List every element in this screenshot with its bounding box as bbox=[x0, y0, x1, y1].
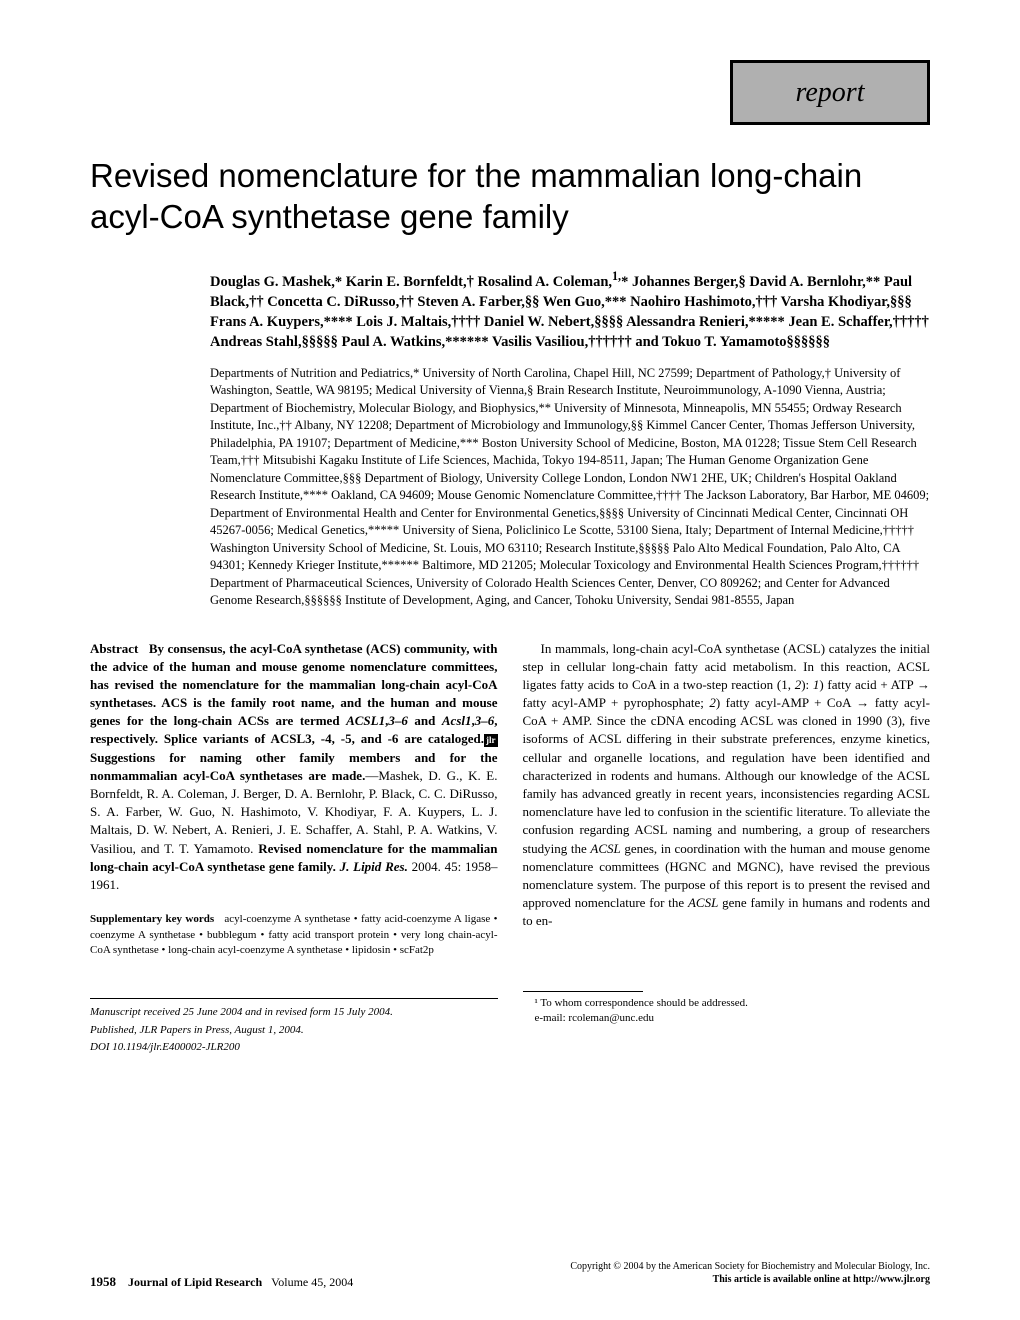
keywords-label: Supplementary key words bbox=[90, 913, 214, 925]
footer-citation: 1958 Journal of Lipid Research Volume 45… bbox=[90, 1274, 353, 1290]
introduction-text: In mammals, long-chain acyl-CoA syntheta… bbox=[523, 640, 931, 931]
manuscript-received: Manuscript received 25 June 2004 and in … bbox=[90, 1005, 498, 1020]
manuscript-info: Manuscript received 25 June 2004 and in … bbox=[90, 998, 498, 1055]
page-footer: Copyright © 2004 by the American Society… bbox=[90, 1261, 930, 1290]
correspondence-line1: ¹ To whom correspondence should be addre… bbox=[523, 996, 931, 1011]
manuscript-doi: DOI 10.1194/jlr.E400002-JLR200 bbox=[90, 1040, 498, 1055]
correspondence-line2: e-mail: rcoleman@unc.edu bbox=[523, 1011, 931, 1026]
keywords: Supplementary key words acyl-coenzyme A … bbox=[90, 912, 498, 958]
manuscript-published: Published, JLR Papers in Press, August 1… bbox=[90, 1023, 498, 1038]
affiliations: Departments of Nutrition and Pediatrics,… bbox=[210, 365, 930, 610]
copyright-text: Copyright © 2004 by the American Society… bbox=[90, 1261, 930, 1272]
page-number: 1958 bbox=[90, 1274, 116, 1289]
report-badge: report bbox=[730, 60, 930, 125]
abstract-label: Abstract bbox=[90, 641, 138, 656]
jlr-icon: jlr bbox=[484, 734, 498, 747]
abstract: Abstract By consensus, the acyl-CoA synt… bbox=[90, 640, 498, 895]
volume-info: Volume 45, 2004 bbox=[271, 1275, 353, 1289]
authors-list: Douglas G. Mashek,* Karin E. Bornfeldt,†… bbox=[210, 268, 930, 353]
online-availability: This article is available online at http… bbox=[713, 1274, 930, 1290]
correspondence: ¹ To whom correspondence should be addre… bbox=[523, 992, 931, 1027]
journal-name: Journal of Lipid Research bbox=[128, 1275, 262, 1289]
article-title: Revised nomenclature for the mammalian l… bbox=[90, 155, 930, 238]
